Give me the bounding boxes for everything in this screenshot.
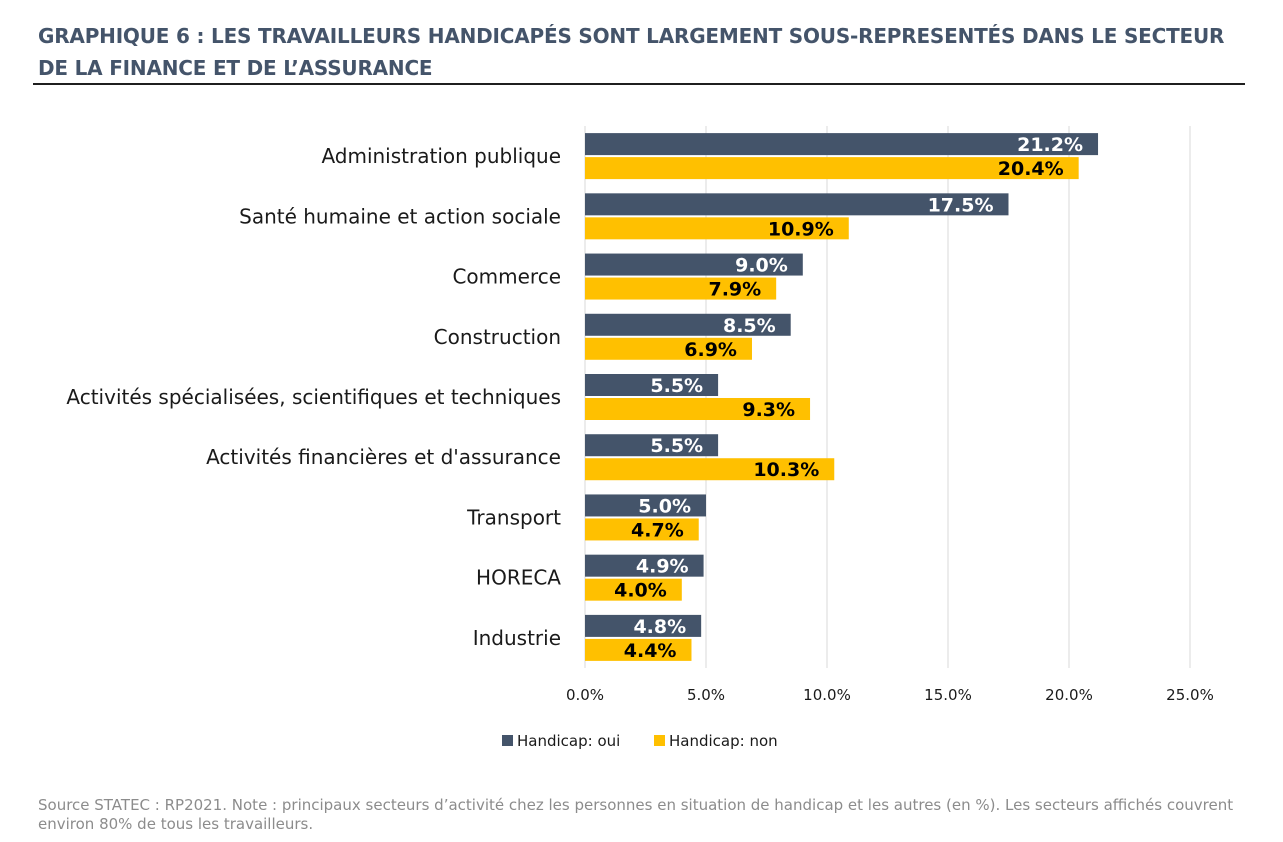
bar-handicap-non — [585, 578, 682, 601]
category-label: Activités spécialisées, scientifiques et… — [66, 385, 561, 409]
bar-handicap-non — [585, 337, 752, 360]
legend-label: Handicap: non — [669, 732, 778, 750]
data-label: 5.0% — [638, 495, 691, 517]
chart-title: GRAPHIQUE 6 : LES TRAVAILLEURS HANDICAPÉ… — [38, 24, 1225, 80]
bar-handicap-oui — [585, 374, 719, 396]
bar-handicap-oui — [585, 494, 706, 517]
data-label: 4.7% — [631, 519, 684, 541]
data-label: 9.0% — [735, 255, 788, 277]
data-label: 6.9% — [684, 339, 737, 361]
category-label: Administration publique — [321, 144, 561, 168]
bar-handicap-oui — [585, 253, 803, 276]
bar-handicap-non — [585, 638, 692, 661]
bar-handicap-oui — [585, 554, 704, 577]
data-label: 4.0% — [614, 580, 667, 602]
x-tick-label: 20.0% — [1045, 686, 1093, 704]
bar-handicap-oui — [585, 614, 702, 637]
data-label: 7.9% — [708, 279, 761, 301]
title-underline — [33, 83, 1245, 85]
data-label: 10.3% — [753, 459, 819, 481]
data-label: 20.4% — [998, 158, 1064, 180]
x-tick-label: 0.0% — [566, 686, 604, 704]
gridlines — [584, 126, 1191, 668]
legend-label: Handicap: oui — [517, 732, 620, 750]
bar-handicap-non — [585, 217, 849, 240]
data-label: 4.4% — [624, 640, 677, 662]
data-label: 5.5% — [650, 435, 703, 457]
x-tick-label: 15.0% — [924, 686, 972, 704]
x-tick-label: 25.0% — [1166, 686, 1214, 704]
bar-handicap-oui — [585, 313, 791, 336]
data-label: 9.3% — [742, 399, 795, 421]
bar-handicap-non — [585, 157, 1079, 180]
data-label: 4.9% — [636, 556, 689, 578]
x-axis-ticks: 0.0% 5.0% 10.0% 15.0% 20.0% 25.0% — [566, 686, 1214, 704]
category-label: Commerce — [452, 265, 561, 289]
legend: Handicap: oui Handicap: non — [502, 732, 778, 750]
category-label: Transport — [466, 505, 561, 529]
source-note: Source STATEC : RP2021. Note : principau… — [38, 796, 1234, 833]
data-label: 21.2% — [1017, 134, 1083, 156]
category-label: HORECA — [476, 566, 561, 590]
legend-swatch — [502, 735, 513, 746]
data-label: 8.5% — [723, 315, 776, 337]
legend-swatch — [654, 735, 665, 746]
data-label: 5.5% — [650, 375, 703, 397]
x-tick-label: 5.0% — [687, 686, 725, 704]
data-label: 4.8% — [633, 616, 686, 638]
data-label: 10.9% — [768, 218, 834, 240]
bar-handicap-non — [585, 518, 699, 541]
bars: 21.2%20.4%17.5% 10.9% 9.0%7.9% 8.5%6.9% 5.5%… — [585, 133, 1099, 662]
category-label: Industrie — [473, 626, 561, 650]
bar-handicap-non — [585, 458, 835, 481]
bar-handicap-oui — [585, 133, 1099, 156]
bar-handicap-oui — [585, 434, 719, 457]
bar-handicap-oui — [585, 193, 1009, 216]
data-label: 17.5% — [928, 194, 994, 216]
bar-handicap-non — [585, 398, 811, 420]
bar-handicap-non — [585, 277, 777, 300]
category-label: Santé humaine et action sociale — [239, 204, 561, 228]
bar-chart: 21.2%20.4%17.5% 10.9% 9.0%7.9% 8.5%6.9% 5.5%… — [66, 126, 1214, 750]
category-labels: Administration publique Santé humaine et … — [66, 144, 561, 650]
category-label: Activités financières et d'assurance — [206, 445, 561, 469]
x-tick-label: 10.0% — [803, 686, 851, 704]
category-label: Construction — [434, 325, 561, 349]
